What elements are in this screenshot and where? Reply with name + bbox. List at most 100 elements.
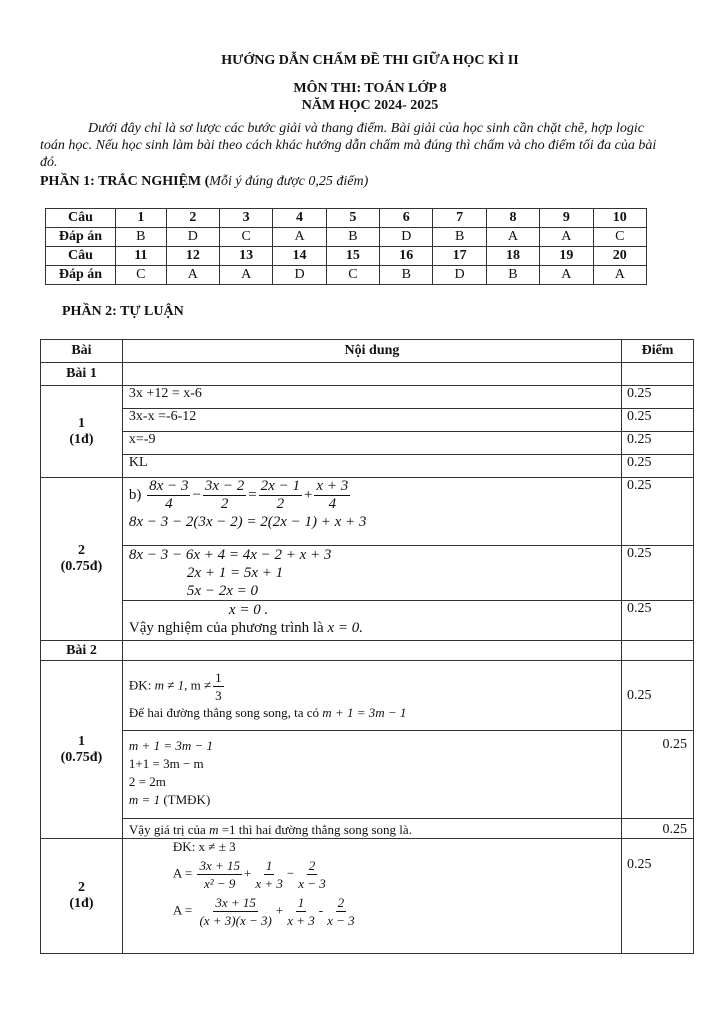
condition: ĐK: x ≠ ± 3 [172, 839, 236, 854]
denominator: 4 [328, 496, 337, 512]
score: 0.25 [621, 730, 694, 819]
part1-heading-text: PHẦN 1: TRẮC NGHIỆM ( [40, 174, 210, 189]
numerator: 3x − 2 [202, 478, 247, 496]
table-row: Bài 2 [40, 640, 694, 661]
score: 0.25 [621, 431, 694, 455]
school-year: NĂM HỌC 2024- 2025 [301, 98, 439, 113]
question-number: 12 [165, 246, 221, 266]
step: Vậy giá trị của m =1 thì hai đường thẳng… [121, 818, 623, 839]
numerator: 1 [213, 670, 224, 687]
operator: + [243, 865, 252, 881]
score: 0.25 [621, 818, 694, 839]
question-label: 1 (0.75đ) [40, 660, 123, 839]
question-label: 1 (1đ) [40, 385, 123, 478]
step-line: 2x + 1 = 5x + 1 [186, 565, 284, 581]
score: 0.25 [621, 600, 694, 641]
fraction: 3x + 15 x² − 9 [197, 857, 242, 892]
numerator: 1 [263, 858, 275, 875]
col-score: Điểm [621, 339, 694, 363]
numerator: 1 [295, 895, 307, 912]
denominator: (x + 3)(x − 3) [199, 913, 272, 928]
step-line: 5x − 2x = 0 [186, 583, 258, 599]
question-number: 2 [165, 208, 221, 228]
row-label: Đáp án [45, 227, 116, 247]
row-label: Đáp án [45, 265, 116, 285]
question-number: 16 [379, 246, 434, 266]
question-number: 4 [272, 208, 327, 228]
bai2-label: Bài 2 [40, 640, 123, 661]
denominator: x² − 9 [203, 876, 236, 891]
question-number: 7 [432, 208, 487, 228]
answer-table: Câu 1 2 3 4 5 6 7 8 9 10 Đáp án B D C A B D B A A C Câu 11 12 1… [45, 208, 648, 285]
text: Vậy giá trị của [128, 822, 210, 837]
question-number: 13 [218, 246, 274, 266]
answer-cell: D [432, 265, 487, 285]
answer-cell: A [272, 227, 327, 247]
score: 0.25 [621, 408, 694, 432]
question-number: 20 [592, 246, 648, 266]
question-label: 2 (0.75đ) [40, 477, 123, 641]
table-row: 3x-x =-6-12 0.25 [41, 408, 694, 432]
step-line: Vậy nghiệm của phương trình là x = 0. [129, 619, 616, 637]
answer-cell: D [272, 265, 327, 285]
dk-math: m ≠ [187, 677, 212, 693]
answer-cell: A [165, 265, 221, 285]
dk-math: m ≠ 1, [154, 677, 188, 693]
table-row: KL 0.25 [41, 454, 694, 478]
answer-cell: D [379, 227, 434, 247]
q-number: 1 [77, 415, 85, 431]
table-row: 1 (0.75đ) ĐK: m ≠ 1, m ≠ 1 3 Để hai đường t… [40, 660, 694, 839]
question-number: 1 [115, 208, 167, 228]
table-row: 2 (1đ) ĐK: x ≠ ± 3 A = 3x + 15 x² − 9 +1 x +… [40, 838, 694, 954]
denominator: 3 [215, 688, 222, 703]
step: m + 1 = 3m − 1 1+1 = 3m − m 2 = 2m m = 1… [121, 730, 623, 819]
math: m = 1 [128, 792, 161, 807]
part2-heading: PHẦN 2: TỰ LUẬN [62, 304, 184, 319]
score: 0.25 [621, 660, 694, 731]
text: =1 thì hai đường thẳng song song là. [218, 822, 412, 837]
conclusion-math: x = 0. [327, 620, 363, 636]
denominator: x − 3 [327, 913, 355, 928]
question-number: 18 [485, 246, 541, 266]
fraction: 3x + 15 (x + 3)(x − 3) [197, 894, 273, 929]
numerator: 3x + 15 [213, 895, 258, 912]
denominator: x − 3 [298, 876, 326, 891]
step-line: m = 1 (TMĐK) [129, 791, 616, 809]
answer-cell: C [218, 227, 274, 247]
denominator: 2 [220, 496, 229, 512]
step: 3x +12 = x-6 [121, 385, 623, 409]
question-number: 14 [272, 246, 327, 266]
col-content: Nội dung [121, 339, 623, 363]
operator: + [275, 902, 284, 918]
math: m [209, 822, 219, 837]
subject: MÔN THI: TOÁN LỚP 8 [293, 81, 447, 96]
numerator: 2x − 1 [258, 478, 302, 496]
table-row: Đáp án C A A D C B D B A A [45, 265, 648, 285]
question-number: 8 [485, 208, 541, 228]
row-label: Câu [45, 208, 116, 228]
table-row: 2 (0.75đ) b) 8x − 3 4−3x − 2 2 = 2x − 1 2 + x + … [40, 477, 694, 641]
question-number: 5 [325, 208, 381, 228]
q-points: (1đ) [69, 896, 94, 911]
numerator: 2 [306, 858, 318, 875]
denominator: x + 3 [255, 876, 283, 891]
question-number: 10 [592, 208, 648, 228]
step: KL [121, 454, 623, 478]
question-number: 3 [218, 208, 274, 228]
operator: = [248, 486, 257, 503]
text: (TMĐK) [160, 792, 211, 807]
answer-cell: A [539, 227, 594, 247]
answer-cell: A [592, 265, 648, 285]
answer-cell: A [485, 227, 541, 247]
answer-cell: D [165, 227, 221, 247]
table-row: 1 (1đ) 3x +12 = x-6 0.25 [40, 385, 694, 478]
step: ĐK: x ≠ ± 3 A = 3x + 15 x² − 9 +1 x + 3−2 x … [121, 838, 623, 954]
step-line: m + 1 = 3m − 1 [128, 738, 214, 753]
table-row: m + 1 = 3m − 1 1+1 = 3m − m 2 = 2m m = 1… [41, 730, 694, 819]
